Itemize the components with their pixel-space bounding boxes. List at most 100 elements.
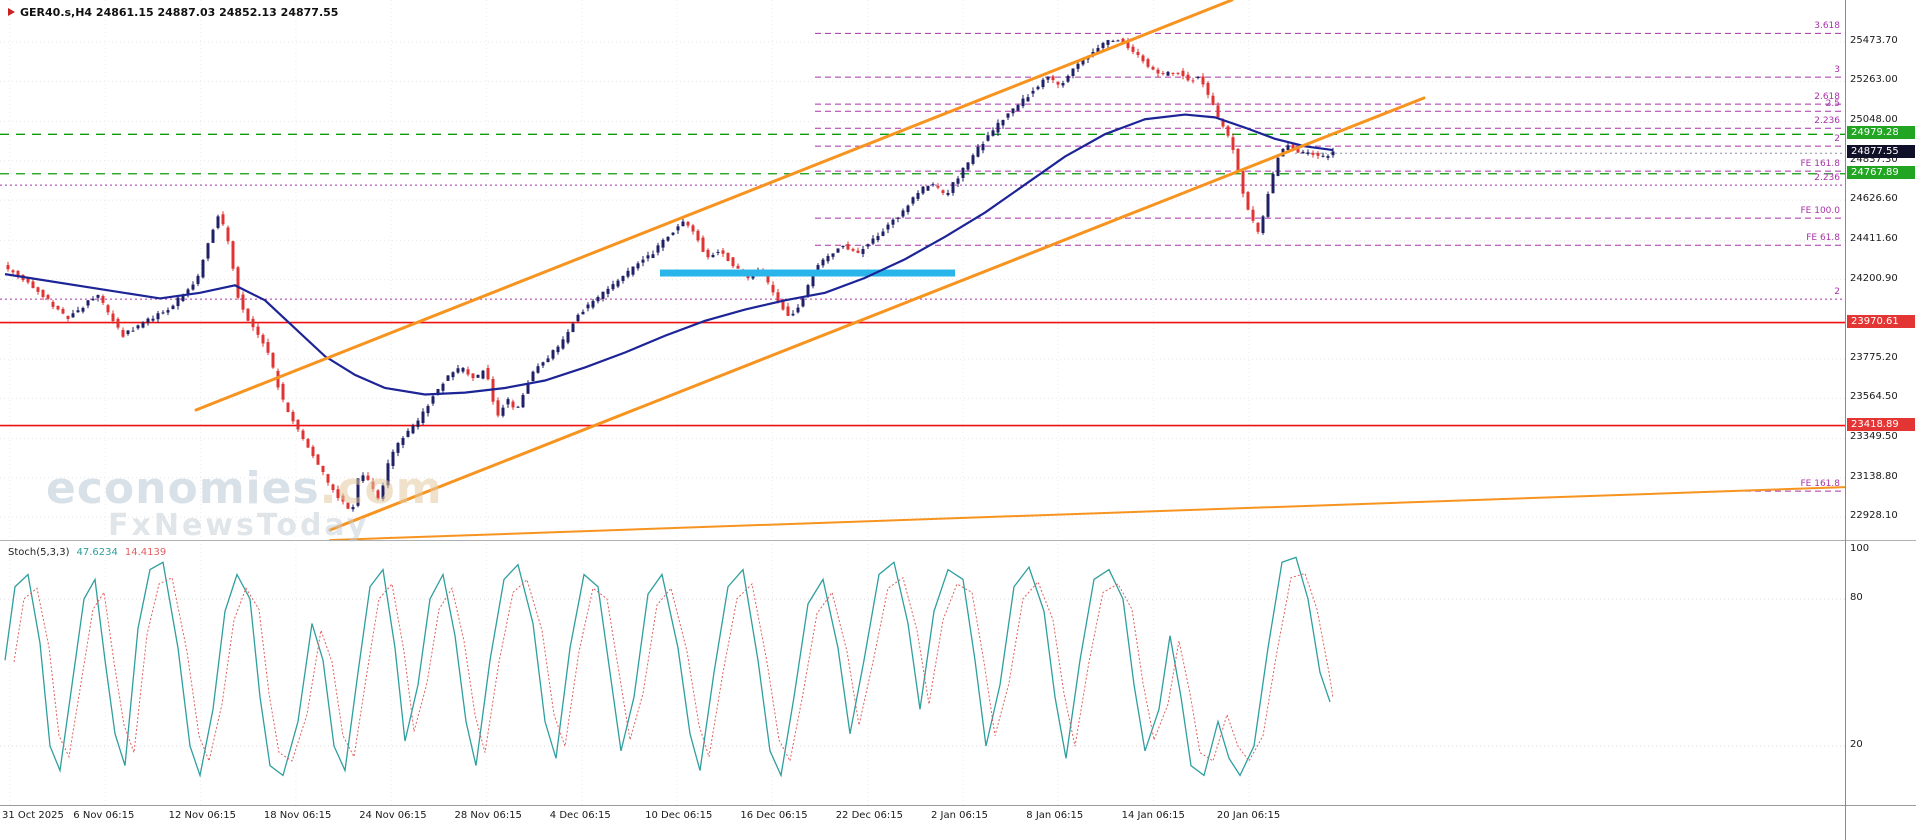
stochastic-scale-label: 20	[1850, 739, 1863, 750]
candle-body	[1061, 83, 1065, 86]
candle-body	[1331, 151, 1335, 156]
candle-body	[901, 210, 905, 217]
candle-body	[31, 281, 35, 289]
candle-body	[1256, 222, 1260, 232]
candle-body	[251, 318, 255, 328]
candle-body	[726, 252, 730, 261]
symbol-marker-icon	[8, 8, 15, 16]
candle-body	[871, 238, 875, 244]
candle-body	[481, 370, 485, 379]
candle-body	[111, 313, 115, 322]
candle-body	[1251, 209, 1255, 221]
resistance-price-badge: 24979.28	[1847, 126, 1915, 140]
candle-body	[101, 296, 105, 303]
candle-body	[391, 451, 395, 466]
candle-body	[571, 323, 575, 333]
candle-body	[601, 291, 605, 299]
candle-body	[181, 295, 185, 301]
candle-body	[26, 278, 30, 283]
candle-body	[536, 366, 540, 373]
candle-body	[226, 227, 230, 242]
candle-body	[1156, 69, 1160, 74]
candle-body	[651, 254, 655, 259]
candle-body	[211, 229, 215, 243]
candle-body	[771, 284, 775, 293]
candle-body	[501, 407, 505, 416]
candle-body	[46, 295, 50, 299]
candle-body	[141, 322, 145, 328]
candle-body	[526, 382, 530, 394]
candle-body	[1136, 52, 1140, 56]
candle-body	[1081, 58, 1085, 65]
fib-level-label: 2.236	[1814, 173, 1840, 184]
candle-body	[1001, 119, 1005, 126]
candle-body	[221, 214, 225, 225]
candle-body	[451, 372, 455, 378]
candle-body	[216, 216, 220, 228]
candle-body	[706, 249, 710, 258]
candle-body	[576, 314, 580, 322]
candle-body	[676, 226, 680, 231]
candle-body	[561, 339, 565, 349]
stochastic-label: Stoch(5,3,3)	[8, 547, 70, 558]
candle-body	[291, 411, 295, 422]
candle-body	[1316, 153, 1320, 156]
candle-body	[456, 368, 460, 373]
candle-body	[1146, 59, 1150, 67]
candle-body	[126, 330, 130, 334]
candle-body	[1181, 70, 1185, 77]
candle-body	[861, 249, 865, 254]
candle-body	[146, 318, 150, 323]
candle-body	[981, 143, 985, 151]
candle-body	[1171, 72, 1175, 74]
candle-body	[1011, 108, 1015, 114]
candle-body	[546, 358, 550, 363]
candle-body	[471, 373, 475, 379]
candle-body	[816, 265, 820, 272]
candle-body	[156, 313, 160, 320]
candle-body	[276, 370, 280, 388]
candle-body	[626, 270, 630, 277]
x-axis-date-label: 24 Nov 06:15	[359, 810, 427, 821]
candle-body	[1221, 119, 1225, 127]
fib-level-label: FE 161.8	[1800, 479, 1841, 490]
candle-body	[921, 186, 925, 194]
y-axis-tick-label: 22928.10	[1850, 510, 1898, 522]
x-axis-date-label: 14 Jan 06:15	[1121, 810, 1185, 821]
candle-body	[401, 438, 405, 445]
candle-body	[231, 241, 235, 269]
candle-body	[1231, 137, 1235, 150]
candle-body	[1106, 40, 1110, 45]
candle-body	[406, 430, 410, 437]
y-axis-tick-label: 23349.50	[1850, 431, 1898, 443]
candle-body	[811, 273, 815, 287]
candle-body	[551, 350, 555, 359]
y-axis-tick-label: 25048.00	[1850, 114, 1898, 126]
candle-body	[926, 185, 930, 191]
candle-body	[486, 368, 490, 380]
fib-level-label: FE 161.8	[1800, 159, 1841, 170]
candle-body	[956, 178, 960, 184]
candle-body	[286, 402, 290, 413]
stochastic-scale-label: 100	[1850, 543, 1870, 554]
candle-body	[786, 306, 790, 316]
candle-body	[766, 273, 770, 283]
candle-body	[931, 184, 935, 186]
candle-body	[891, 219, 895, 225]
candle-body	[1306, 152, 1310, 154]
candle-body	[591, 300, 595, 308]
candle-body	[106, 305, 110, 313]
candle-body	[1096, 47, 1100, 54]
candle-body	[631, 266, 635, 275]
candle-body	[166, 310, 170, 313]
candle-body	[6, 265, 10, 270]
candle-body	[246, 308, 250, 321]
candle-body	[56, 306, 60, 310]
candle-body	[1186, 74, 1190, 81]
candle-body	[1211, 95, 1215, 106]
candle-body	[121, 329, 125, 337]
candle-body	[1026, 97, 1030, 102]
candle-body	[436, 389, 440, 396]
candle-body	[1291, 144, 1295, 149]
